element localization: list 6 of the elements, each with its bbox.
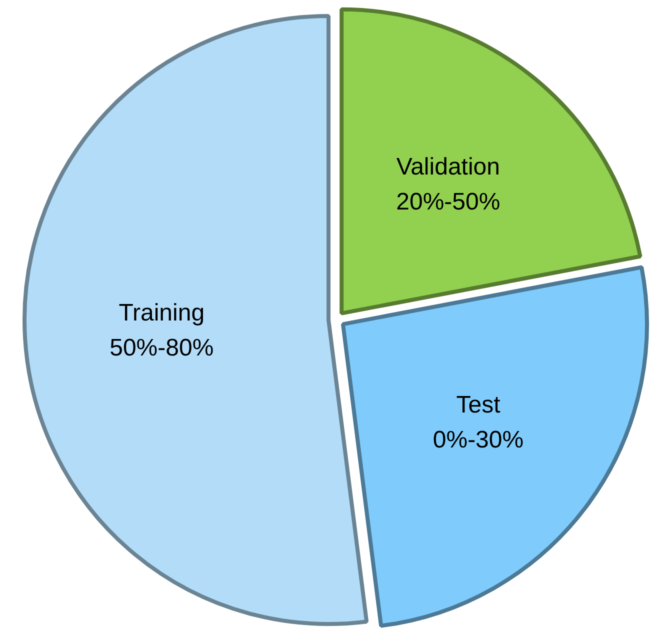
slice-label: Test <box>456 391 501 418</box>
slice-label: Training <box>118 299 205 326</box>
text: 0%-30% <box>432 426 524 454</box>
text: 20%-50% <box>396 188 500 216</box>
slice-label: Validation <box>396 153 500 180</box>
text: 50%-80% <box>110 334 214 362</box>
